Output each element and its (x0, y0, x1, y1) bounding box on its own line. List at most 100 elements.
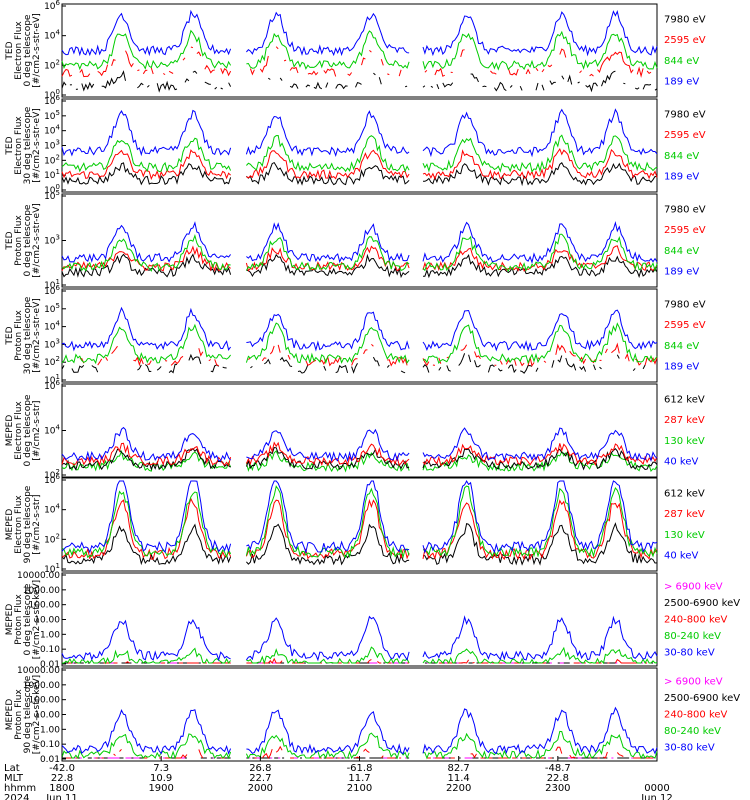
y-axis-label: [#/cm2-s-str-eV] (32, 108, 42, 183)
y-tick-label: 100.00 (29, 696, 61, 706)
panel-frame (61, 477, 658, 572)
legend-entry: 287 keV (664, 509, 705, 520)
y-tick-label: 0.10 (40, 740, 60, 750)
series-line-40-kev (61, 479, 658, 554)
y-tick-label: 106 (44, 379, 60, 392)
legend-entry: 612 keV (664, 488, 705, 499)
y-tick-label: 104 (44, 503, 60, 516)
y-axis-label: 0 deg telescope (23, 394, 33, 466)
y-tick-label: 101 (44, 373, 60, 386)
y-tick-label: 10000.00 (17, 666, 60, 676)
y-axis-label: MEPED (5, 699, 15, 731)
y-axis-label: TED (5, 326, 15, 345)
panel-frame (61, 288, 658, 383)
y-tick-label: 0.10 (40, 645, 60, 655)
series-line-80-240-kev (61, 730, 658, 760)
series-line-844-ev (61, 134, 658, 173)
y-tick-label: 1.00 (40, 630, 60, 640)
legend-entry: 844 eV (664, 341, 699, 352)
x-tick-label: -61.8 (347, 763, 373, 774)
series-line-30-80-kev (61, 615, 658, 662)
y-axis-label: 0 deg telescope (23, 14, 33, 86)
y-axis-label: [#/cm2-s-str-eV] (32, 203, 42, 278)
y-axis-label: [#/cm2-s-str-eV] (32, 298, 42, 373)
y-axis-label: MEPED (5, 509, 15, 541)
legend-entry: 30-80 keV (664, 743, 715, 754)
series-line-240-800-kev (68, 659, 655, 663)
series-line-2595-ev (61, 148, 658, 181)
legend-entry: 130 keV (664, 436, 705, 447)
y-axis-label: 30 deg telescope (23, 106, 33, 184)
x-tick-label: 82.7 (448, 763, 470, 774)
y-tick-label: 101 (44, 168, 60, 181)
y-axis-label: [#/cm2-s-str-keV] (32, 580, 42, 659)
legend-entry: 287 keV (664, 415, 705, 426)
legend-entry: 189 eV (664, 267, 699, 278)
legend-entry: 30-80 keV (664, 648, 715, 659)
y-tick-label: 10.00 (34, 711, 60, 721)
series-line-612-kev (61, 522, 658, 566)
y-axis-label: MEPED (5, 604, 15, 636)
series-line-7980-ev (61, 161, 658, 187)
y-tick-label: 100 (44, 88, 60, 101)
y-axis-label: [#/cm2-s-str-keV] (32, 675, 42, 754)
legend-entry: 844 eV (664, 246, 699, 257)
y-axis-label: Electron Flux (14, 401, 24, 460)
legend-entry: 189 eV (664, 77, 699, 88)
y-tick-label: 100 (44, 183, 60, 196)
legend-entry: 7980 eV (664, 109, 706, 120)
y-tick-label: 106 (44, 473, 60, 486)
legend-entry: 80-240 keV (664, 726, 721, 737)
y-axis-label: [#/cm2-s-str-eV] (32, 13, 42, 88)
y-axis-label: Electron Flux (14, 116, 24, 175)
y-tick-label: 101 (44, 278, 60, 291)
y-tick-label: 1000.00 (23, 586, 60, 596)
y-tick-label: 106 (44, 94, 60, 107)
panel-1: 100 102 104 106 TED Electron Flux 0 deg telesc… (5, 0, 706, 101)
legend-entry: 2595 eV (664, 35, 706, 46)
panel-4: 101 102 103 104 105 106 TED Proton Flux 30 deg t… (5, 284, 706, 386)
panel-5: 102 104 106 MEPED Electron Flux 0 deg telesco… (5, 379, 705, 481)
x-tick-label: 26.8 (249, 763, 271, 774)
series-line-844-ev (61, 322, 658, 365)
y-axis-label: TED (5, 136, 15, 155)
y-tick-label: 102 (44, 153, 60, 166)
x-tick-label: 1900 (148, 783, 173, 794)
y-axis-label: Proton Flux (14, 215, 24, 266)
legend-entry: > 6900 keV (664, 581, 723, 592)
y-tick-label: 102 (44, 58, 60, 71)
x-tick-label: Jun 11 (45, 793, 78, 800)
x-tick-label: 11.7 (348, 773, 370, 784)
y-tick-label: 1.00 (40, 725, 60, 735)
legend-entry: 844 eV (664, 56, 699, 67)
x-tick-label: -48.7 (545, 763, 571, 774)
y-tick-label: 101 (44, 562, 60, 575)
series-line-189-ev (61, 306, 658, 352)
series-line-844-ev (61, 29, 658, 71)
x-tick-label: 2200 (446, 783, 471, 794)
y-axis-label: TED (5, 41, 15, 60)
y-tick-label: 106 (44, 0, 60, 12)
series-line-240-800-kev (66, 747, 657, 758)
panel-frame (61, 383, 658, 478)
y-tick-label: 104 (44, 320, 60, 333)
x-tick-label: 22.8 (547, 773, 569, 784)
x-tick-label: 10.9 (150, 773, 172, 784)
series-line-7980-ev (62, 353, 657, 373)
y-axis-label: Proton Flux (14, 594, 24, 645)
series-line-287-kev (61, 441, 658, 467)
y-axis-label: [#/cm2-s-str] (32, 494, 42, 554)
x-tick-label: 2100 (347, 783, 372, 794)
legend-entry: 2595 eV (664, 320, 706, 331)
x-row-label: Lat (4, 763, 20, 774)
legend-entry: 2500-6900 keV (664, 598, 740, 609)
panel-7: 0.01 0.10 1.00 10.00 100.00 1000.00 10000.00 ME… (5, 571, 740, 670)
legend-entry: 189 eV (664, 172, 699, 183)
series-line-7980-ev (61, 253, 658, 279)
legend-entry: 612 keV (664, 394, 705, 405)
x-tick-label: 22.8 (51, 773, 73, 784)
panel-frame (61, 193, 658, 288)
